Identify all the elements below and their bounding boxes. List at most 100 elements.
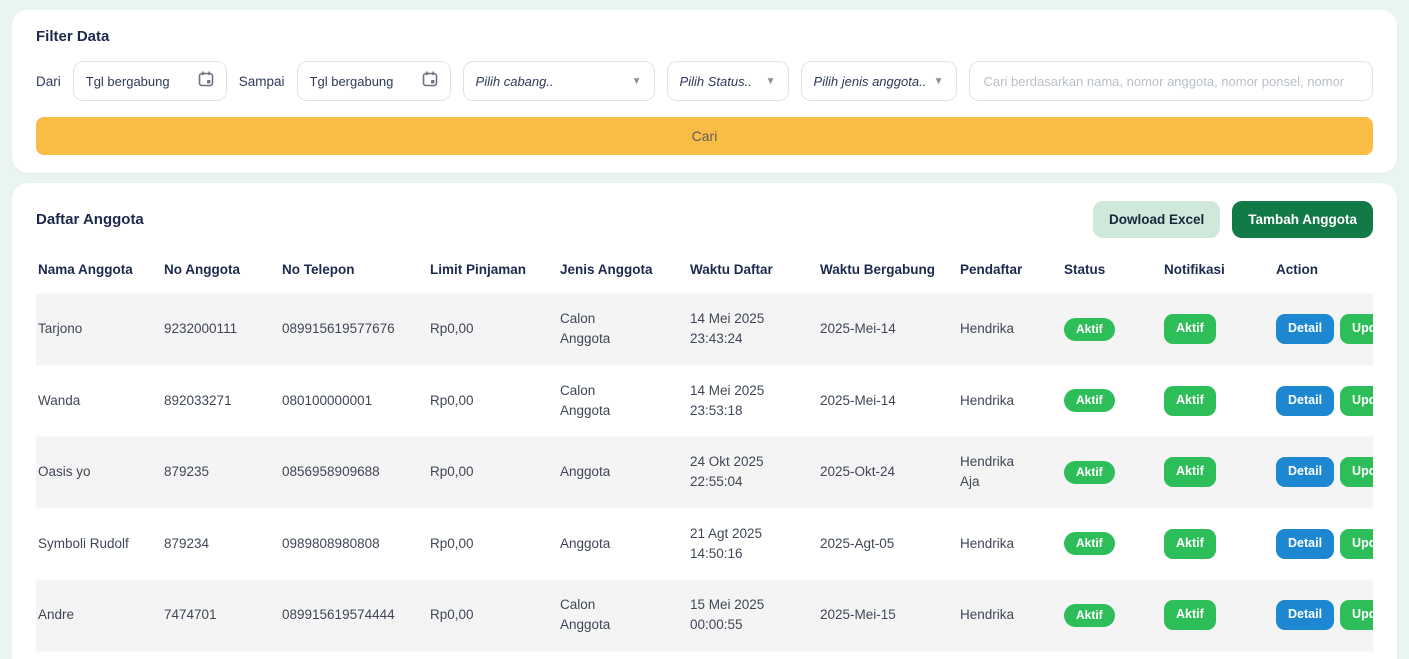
cell-notifikasi: Aktif xyxy=(1164,508,1276,580)
notifikasi-button[interactable]: Aktif xyxy=(1164,600,1216,631)
cell-no-telepon: 0989808980808 xyxy=(282,535,380,551)
cell-notifikasi: Aktif xyxy=(1164,580,1276,652)
date-from-value: Tgl bergabung xyxy=(85,73,170,89)
jenis-anggota-text: Anggota xyxy=(560,535,611,551)
cell-pendaftar: Hendrika xyxy=(960,365,1064,437)
download-excel-button[interactable]: Dowload Excel xyxy=(1092,201,1221,238)
notifikasi-button[interactable]: Aktif xyxy=(1164,528,1216,559)
cell-pendaftar: Hendrika xyxy=(960,508,1064,580)
search-input[interactable] xyxy=(968,61,1373,101)
waktu-daftar-date: 24 Okt 2025 xyxy=(690,454,764,469)
cell-jenis-anggota: Anggota xyxy=(560,651,690,659)
col-header-waktu-daftar: Waktu Daftar xyxy=(690,262,773,277)
cell-limit-pinjaman: Rp0,00 xyxy=(430,651,560,659)
notifikasi-button[interactable]: Aktif xyxy=(1164,385,1216,416)
members-card: Daftar Anggota Dowload Excel Tambah Angg… xyxy=(12,183,1397,659)
cell-waktu-bergabung: 2025-Mei-21 xyxy=(820,651,960,659)
jenis-anggota-text: Calon Anggota xyxy=(560,311,611,347)
dari-label: Dari xyxy=(36,73,61,89)
calendar-icon xyxy=(422,70,438,92)
members-title: Daftar Anggota xyxy=(36,211,144,228)
date-from-input[interactable]: Tgl bergabung xyxy=(72,61,227,101)
cell-status: Aktif xyxy=(1064,437,1164,509)
cell-limit-pinjaman: Rp0,00 xyxy=(430,321,474,337)
status-select[interactable]: Pilih Status.. ▼ xyxy=(666,61,789,101)
cari-button[interactable]: Cari xyxy=(36,117,1373,155)
cell-waktu-daftar: 14 Mei 2025 23:53:18 xyxy=(690,365,820,437)
cell-waktu-bergabung: 2025-Agt-05 xyxy=(820,535,895,551)
cell-nama-anggota: Andre xyxy=(38,607,75,623)
table-row: Karto . 712 0812196304382322 Rp0,00 Angg… xyxy=(36,651,1373,659)
cell-no-telepon: 080100000001 xyxy=(282,392,373,408)
col-header-action: Action xyxy=(1276,262,1318,277)
col-header-no-telepon: No Telepon xyxy=(282,262,355,277)
status-badge: Aktif xyxy=(1064,389,1115,413)
pendaftar-text: Hendrika Aja xyxy=(960,454,1015,490)
chevron-down-icon: ▼ xyxy=(933,75,944,87)
pendaftar-text: Hendrika xyxy=(960,392,1015,408)
update-button[interactable]: Update xyxy=(1340,528,1373,559)
cell-no-anggota: 879234 xyxy=(164,535,210,551)
cell-action: Detail Update xyxy=(1276,294,1373,366)
jenis-anggota-select[interactable]: Pilih jenis anggota.... ▼ xyxy=(800,61,957,101)
update-button[interactable]: Update xyxy=(1340,385,1373,416)
cell-action: Detail Update xyxy=(1276,508,1373,580)
cell-nama-anggota: Tarjono xyxy=(38,321,83,337)
cell-no-anggota: 9232000111 xyxy=(164,321,238,337)
header-row: Nama Anggota No Anggota No Telepon Limit… xyxy=(36,254,1373,294)
action-buttons: Detail Update xyxy=(1276,314,1373,345)
cell-nama-anggota: Symboli Rudolf xyxy=(38,535,129,551)
detail-button[interactable]: Detail xyxy=(1276,385,1335,416)
cell-action: Detail Update Reset PIN xyxy=(1276,580,1373,652)
notifikasi-button[interactable]: Aktif xyxy=(1164,457,1216,488)
detail-button[interactable]: Detail xyxy=(1276,600,1335,631)
cabang-select-value: Pilih cabang.. xyxy=(475,73,554,89)
cell-action: Detail Update xyxy=(1276,651,1373,659)
cell-no-anggota: 712 xyxy=(164,651,282,659)
waktu-daftar-date: 14 Mei 2025 xyxy=(690,311,765,326)
cell-jenis-anggota: Anggota xyxy=(560,437,690,509)
cell-status: Aktif xyxy=(1064,508,1164,580)
cell-waktu-bergabung: 2025-Mei-15 xyxy=(820,607,896,623)
table-row: Oasis yo 879235 0856958909688 Rp0,00 Ang… xyxy=(36,436,1373,509)
cell-jenis-anggota: Calon Anggota xyxy=(560,365,690,437)
waktu-daftar-date: 15 Mei 2025 xyxy=(690,597,765,612)
detail-button[interactable]: Detail xyxy=(1276,314,1335,345)
col-header-limit-pinjaman: Limit Pinjaman xyxy=(430,262,527,277)
update-button[interactable]: Update xyxy=(1340,600,1373,631)
members-header: Daftar Anggota Dowload Excel Tambah Angg… xyxy=(36,201,1373,238)
col-header-nama: Nama Anggota xyxy=(38,262,133,277)
cabang-select[interactable]: Pilih cabang.. ▼ xyxy=(462,61,655,101)
waktu-daftar-time: 23:43:24 xyxy=(690,331,743,347)
cell-status: Aktif xyxy=(1064,365,1164,437)
table-row: Symboli Rudolf 879234 0989808980808 Rp0,… xyxy=(36,508,1373,580)
detail-button[interactable]: Detail xyxy=(1276,528,1335,559)
waktu-daftar-time: 14:50:16 xyxy=(690,545,743,561)
status-badge: Aktif xyxy=(1064,603,1115,627)
waktu-daftar-time: 00:00:55 xyxy=(690,617,743,633)
notifikasi-button[interactable]: Aktif xyxy=(1164,314,1216,345)
status-badge: Aktif xyxy=(1064,532,1115,556)
cell-waktu-bergabung: 2025-Mei-14 xyxy=(820,321,896,337)
add-member-button[interactable]: Tambah Anggota xyxy=(1232,201,1373,238)
cell-no-anggota: 879235 xyxy=(164,464,210,480)
members-header-buttons: Dowload Excel Tambah Anggota xyxy=(1092,201,1373,238)
col-header-no-anggota: No Anggota xyxy=(164,262,240,277)
update-button[interactable]: Update xyxy=(1340,314,1373,345)
cell-action: Detail Update xyxy=(1276,365,1373,437)
cell-status: Aktif xyxy=(1064,580,1164,652)
cell-status: Aktif xyxy=(1064,294,1164,366)
chevron-down-icon: ▼ xyxy=(631,75,642,87)
action-buttons: Detail Update xyxy=(1276,457,1373,488)
cell-no-anggota: 892033271 xyxy=(164,392,232,408)
status-badge: Aktif xyxy=(1064,460,1115,484)
update-button[interactable]: Update xyxy=(1340,457,1373,488)
cell-pendaftar: Hendrika xyxy=(960,580,1064,652)
members-table: Nama Anggota No Anggota No Telepon Limit… xyxy=(36,254,1373,659)
pendaftar-text: Hendrika xyxy=(960,321,1015,337)
date-to-input[interactable]: Tgl bergabung xyxy=(296,61,451,101)
chevron-down-icon: ▼ xyxy=(765,75,776,87)
jenis-anggota-select-value: Pilih jenis anggota.... xyxy=(813,73,926,89)
detail-button[interactable]: Detail xyxy=(1276,457,1335,488)
cell-no-telepon: 089915619574444 xyxy=(282,607,395,623)
